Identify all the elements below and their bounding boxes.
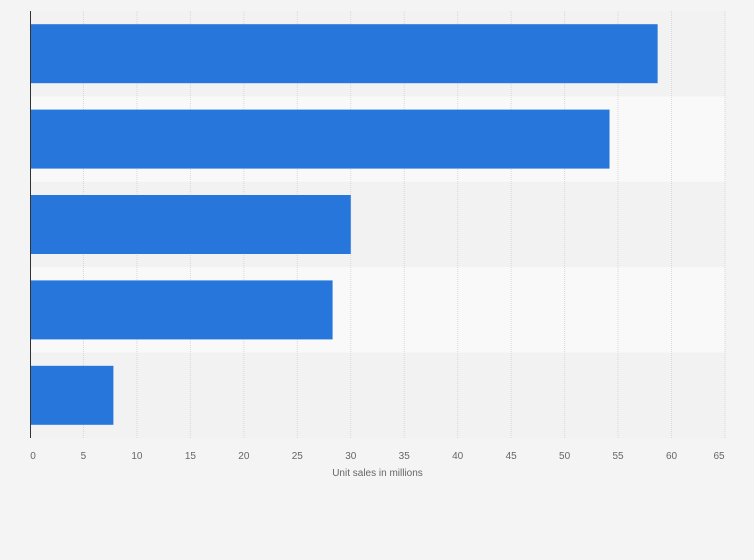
bar[interactable] <box>30 280 333 340</box>
x-tick-label: 55 <box>613 451 625 462</box>
x-tick-label: 65 <box>713 451 725 462</box>
x-tick-label: 40 <box>452 451 464 462</box>
x-tick-label: 30 <box>345 451 357 462</box>
x-tick-label: 50 <box>559 451 571 462</box>
x-axis-ticks: 0 5 10 15 20 25 30 35 40 45 50 55 60 65 <box>30 451 725 462</box>
x-tick-label: 5 <box>81 451 87 462</box>
x-tick-label: 25 <box>292 451 304 462</box>
x-tick-label: 0 <box>30 451 36 462</box>
bar[interactable] <box>30 365 114 425</box>
bar[interactable] <box>30 109 610 169</box>
bar[interactable] <box>30 24 658 84</box>
x-tick-label: 45 <box>506 451 518 462</box>
row-band <box>30 352 725 438</box>
x-tick-label: 15 <box>185 451 197 462</box>
x-axis-title: Unit sales in millions <box>332 468 423 479</box>
x-tick-label: 60 <box>666 451 678 462</box>
x-tick-label: 10 <box>131 451 143 462</box>
bar[interactable] <box>30 195 351 254</box>
x-tick-label: 20 <box>238 451 250 462</box>
bars <box>30 24 658 425</box>
x-tick-label: 35 <box>399 451 411 462</box>
